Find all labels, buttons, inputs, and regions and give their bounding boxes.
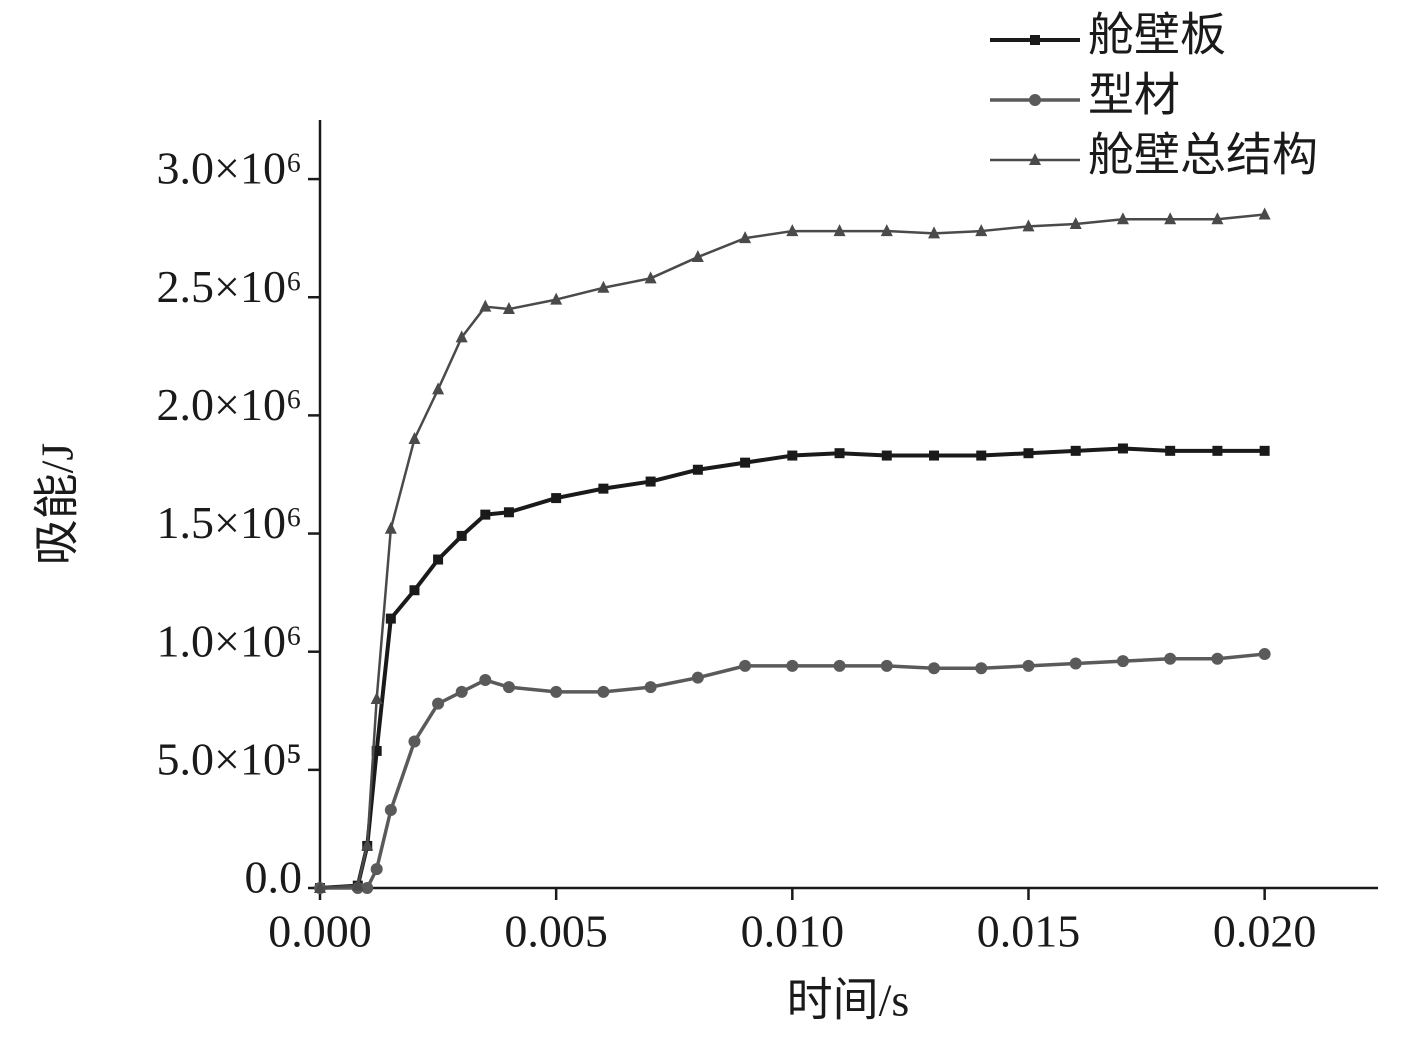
marker <box>787 450 798 461</box>
marker <box>480 509 491 520</box>
marker <box>928 662 941 675</box>
marker <box>550 292 563 305</box>
legend-marker <box>1029 94 1041 106</box>
marker <box>361 882 374 894</box>
marker <box>384 804 397 817</box>
x-tick-label: 0.015 <box>977 906 1081 957</box>
marker <box>691 671 704 684</box>
marker <box>432 697 445 710</box>
marker <box>370 691 383 704</box>
marker <box>598 483 609 494</box>
x-axis-label: 时间/s <box>787 975 910 1026</box>
marker <box>975 224 988 237</box>
marker <box>1070 445 1081 456</box>
marker <box>408 432 421 445</box>
marker <box>834 448 845 459</box>
marker <box>644 681 657 694</box>
marker <box>1069 216 1082 229</box>
legend-marker <box>1030 35 1040 45</box>
marker <box>644 271 657 284</box>
marker <box>433 554 444 565</box>
y-tick-label: 1.5×10⁶ <box>157 497 302 548</box>
marker <box>880 224 893 237</box>
marker <box>833 224 846 237</box>
marker <box>361 838 374 851</box>
y-tick-label: 2.5×10⁶ <box>157 261 302 312</box>
marker <box>1164 212 1177 225</box>
marker <box>1258 207 1271 220</box>
y-tick-label: 1.0×10⁶ <box>157 615 302 666</box>
marker <box>1211 652 1224 665</box>
marker <box>1022 659 1035 672</box>
marker <box>432 382 445 395</box>
marker <box>456 530 467 541</box>
marker <box>408 735 421 748</box>
marker <box>929 450 940 461</box>
marker <box>597 280 610 293</box>
y-tick-label: 3.0×10⁶ <box>157 143 302 194</box>
marker <box>691 250 704 263</box>
marker <box>1116 655 1129 668</box>
marker <box>479 674 492 687</box>
marker <box>409 585 420 596</box>
y-axis-label: 吸能/J <box>32 443 83 566</box>
x-tick-label: 0.010 <box>741 906 845 957</box>
marker <box>1164 652 1177 665</box>
marker <box>1212 445 1223 456</box>
marker <box>1023 448 1034 459</box>
marker <box>314 881 326 893</box>
marker <box>739 659 752 672</box>
marker <box>455 685 468 698</box>
marker <box>370 863 383 876</box>
legend-label: 舱壁板 <box>1088 10 1226 61</box>
marker <box>880 659 893 672</box>
marker <box>502 681 515 694</box>
marker <box>740 457 751 468</box>
y-tick-label: 0.0 <box>245 852 303 903</box>
x-tick-label: 0.000 <box>268 906 372 957</box>
marker <box>550 685 563 698</box>
marker <box>975 662 988 675</box>
y-tick-label: 5.0×10⁵ <box>157 733 302 784</box>
series-line <box>320 652 1265 890</box>
marker <box>1022 219 1035 232</box>
x-tick-label: 0.005 <box>504 906 608 957</box>
marker <box>385 613 396 624</box>
y-tick-label: 2.0×10⁶ <box>157 379 302 430</box>
marker <box>692 464 703 475</box>
series-line <box>319 213 1265 890</box>
marker <box>384 521 397 534</box>
marker <box>479 299 492 312</box>
marker <box>881 450 892 461</box>
marker <box>976 450 987 461</box>
marker <box>371 745 382 756</box>
marker <box>351 878 364 891</box>
marker <box>597 685 610 698</box>
marker <box>1258 648 1271 661</box>
marker <box>1117 443 1128 454</box>
marker <box>786 659 799 672</box>
marker <box>1259 445 1270 456</box>
marker <box>503 507 514 518</box>
marker <box>1116 212 1129 225</box>
marker <box>1211 212 1224 225</box>
marker <box>833 659 846 672</box>
marker <box>455 330 468 343</box>
marker <box>645 476 656 487</box>
marker <box>1165 445 1176 456</box>
marker <box>739 231 752 244</box>
x-tick-label: 0.020 <box>1213 906 1317 957</box>
legend-marker <box>1029 153 1041 165</box>
marker <box>928 226 941 239</box>
legend-label: 型材 <box>1088 70 1180 121</box>
marker <box>551 493 562 504</box>
legend-label: 舱壁总结构 <box>1088 130 1318 181</box>
marker <box>1069 657 1082 670</box>
marker <box>502 302 515 315</box>
marker <box>786 224 799 237</box>
